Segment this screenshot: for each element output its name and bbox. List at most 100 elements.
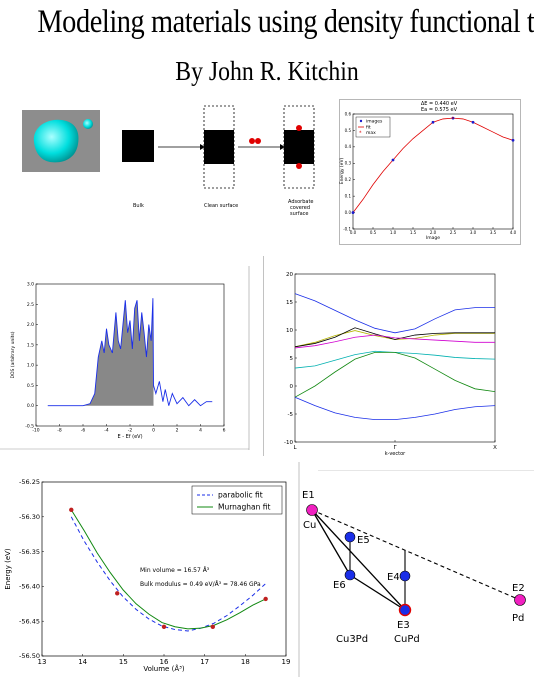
eos-annotation: Min volume = 16.57 Å³ [140, 567, 210, 574]
y-tick-label: 0.1 [345, 193, 352, 198]
neb-xlabel: Image [426, 235, 440, 241]
x-tick-label: 2.0 [430, 230, 437, 235]
eos-data-point [263, 597, 267, 601]
band-xlabel: k-vector [385, 451, 406, 456]
label-clean-surface: Clean surface [204, 203, 238, 209]
x-tick-label: 4.0 [510, 230, 517, 235]
neb-image-point [392, 159, 395, 162]
eos-annotation: Bulk modulus = 0.49 eV/Å³ = 78.46 GPa [140, 581, 261, 588]
eos-data-point [162, 625, 166, 629]
adsorbate-atom [296, 163, 302, 169]
adsorbate-atom [255, 138, 261, 144]
eos-data-point [69, 508, 73, 512]
hull-edge [312, 510, 405, 610]
y-tick-label: 15 [286, 300, 293, 306]
band-line [295, 351, 495, 368]
x-tick-label: -2 [128, 428, 133, 434]
y-tick-label: -56.45 [19, 617, 40, 625]
eos-data-point [115, 591, 119, 595]
bulk-block [122, 130, 154, 162]
y-tick-label: 10 [286, 328, 293, 334]
eos-xlabel: Volume (Å³) [143, 664, 185, 673]
x-tick-label: -8 [57, 428, 62, 434]
y-tick-label: 0.4 [345, 144, 352, 149]
x-tick-label: 19 [282, 658, 291, 666]
label-surface: surface [290, 211, 308, 217]
label-e3: E3 [397, 620, 410, 631]
adsorbate-surface-slab [284, 130, 314, 164]
point-e3 [400, 605, 411, 616]
y-tick-label: -56.40 [19, 583, 40, 591]
y-tick-label: 5 [290, 356, 294, 362]
eos-legend-label: parabolic fit [218, 491, 263, 500]
y-tick-label: 1.0 [27, 363, 34, 369]
isosurface-small-blob [83, 119, 93, 129]
neb-legend-label: images [366, 119, 383, 125]
neb-chart: ΔE = 0.440 eV Ea = 0.575 eV 0.0 0.5 1.0 1.5… [339, 99, 521, 245]
y-tick-label: 1.5 [27, 342, 34, 348]
label-cupd: CuPd [394, 634, 420, 645]
y-tick-label: -0.1 [343, 226, 351, 231]
x-tick-label: 18 [241, 658, 250, 666]
isosurface-blob [34, 120, 79, 163]
y-tick-label: 0.5 [345, 128, 352, 133]
y-tick-label: 0.5 [27, 383, 34, 389]
y-tick-label: 0.3 [345, 161, 352, 166]
y-tick-label: 2.5 [27, 302, 34, 308]
neb-legend-label: max [366, 131, 376, 136]
x-tick-label: 2 [176, 428, 179, 434]
neb-annotation: Ea = 0.575 eV [421, 107, 458, 113]
band-line [295, 294, 495, 333]
clean-surface-slab [204, 130, 234, 164]
point-e2 [515, 595, 526, 606]
band-structure-chart: -10-505101520L Γ X k-vector [263, 256, 513, 456]
label-cu3pd: Cu3Pd [336, 634, 368, 645]
label-pd: Pd [512, 613, 524, 624]
neb-legend-label: fit [366, 125, 371, 131]
x-tick-label: 0.5 [370, 230, 377, 235]
x-tick-label: 1.0 [390, 230, 397, 235]
x-tick-label: 6 [223, 428, 226, 434]
document-author: By John R. Kitchin [32, 56, 502, 87]
surface-figure: Bulk Clean surface Adsorbate covered sur… [18, 102, 330, 222]
x-tick-label: -6 [81, 428, 86, 434]
y-tick-label: -0.5 [25, 424, 34, 430]
label-bulk: Bulk [133, 203, 144, 209]
y-tick-label: 20 [286, 272, 293, 278]
x-tick-label: 15 [119, 658, 128, 666]
document-title: Modeling materials using density functio… [37, 4, 496, 41]
x-tick-label: 4 [199, 428, 202, 434]
y-tick-label: 0.0 [27, 403, 34, 409]
label-e2: E2 [512, 583, 525, 594]
point-e5 [345, 532, 355, 542]
adsorbate-atom [249, 138, 255, 144]
y-tick-label: -56.30 [19, 513, 40, 521]
eos-ylabel: Energy (eV) [4, 548, 12, 590]
y-tick-label: -5 [288, 412, 294, 418]
label-e6: E6 [333, 580, 346, 591]
x-tick-label: 3.0 [470, 230, 477, 235]
dos-ylabel: DOS (arbitrary units) [10, 331, 16, 378]
x-tick-label: 14 [78, 658, 87, 666]
x-tick-label: 2.5 [450, 230, 457, 235]
hull-edge [312, 510, 350, 575]
label-e1: E1 [302, 490, 315, 501]
convex-hull-diagram: E1 Cu E2 Pd E5 E6 E4 E3 CuPd Cu3Pd [300, 470, 534, 677]
x-tick-label: L [293, 445, 297, 451]
adsorbate-atom [296, 125, 302, 131]
eos-chart: 13 14 15 16 17 18 19-56.25-56.30-56.35-56.40-5… [0, 462, 300, 677]
y-tick-label: 2.0 [27, 322, 34, 328]
y-tick-label: -56.50 [19, 652, 40, 660]
label-cu: Cu [303, 520, 316, 531]
dos-xlabel: E - Ef (eV) [117, 434, 142, 440]
y-tick-label: -10 [284, 440, 293, 446]
x-tick-label: 17 [200, 658, 209, 666]
y-tick-label: 0.0 [345, 210, 352, 215]
eos-legend-label: Murnaghan fit [218, 503, 270, 512]
x-tick-label: -4 [104, 428, 109, 434]
neb-image-point [352, 211, 355, 214]
x-tick-label: 0 [152, 428, 155, 434]
eos-data-point [211, 625, 215, 629]
y-tick-label: 3.0 [27, 282, 34, 288]
neb-image-point [512, 139, 515, 142]
